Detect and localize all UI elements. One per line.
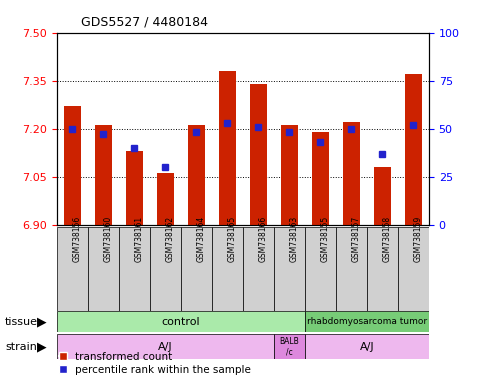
Bar xyxy=(398,227,429,311)
Bar xyxy=(243,227,274,311)
Bar xyxy=(219,71,236,225)
Bar xyxy=(367,227,398,311)
Text: GSM738163: GSM738163 xyxy=(289,216,298,262)
Bar xyxy=(119,227,150,311)
Bar xyxy=(336,227,367,311)
Bar xyxy=(305,311,429,332)
Bar xyxy=(343,122,360,225)
Bar xyxy=(212,227,243,311)
Text: A/J: A/J xyxy=(158,341,173,352)
Text: GSM738165: GSM738165 xyxy=(227,216,236,262)
Text: GSM738156: GSM738156 xyxy=(72,216,81,262)
Bar xyxy=(57,311,305,332)
Bar xyxy=(150,227,181,311)
Bar xyxy=(274,334,305,359)
Text: GSM738166: GSM738166 xyxy=(258,216,267,262)
Text: tissue: tissue xyxy=(5,316,38,327)
Bar xyxy=(157,174,174,225)
Text: BALB
/c: BALB /c xyxy=(280,337,299,356)
Bar xyxy=(64,106,81,225)
Legend: transformed count, percentile rank within the sample: transformed count, percentile rank withi… xyxy=(55,348,255,379)
Bar xyxy=(274,227,305,311)
Text: GSM738159: GSM738159 xyxy=(414,216,423,262)
Text: ▶: ▶ xyxy=(37,315,47,328)
Text: GSM738160: GSM738160 xyxy=(103,216,112,262)
Bar xyxy=(188,126,205,225)
Text: GSM738162: GSM738162 xyxy=(165,216,174,262)
Bar xyxy=(281,126,298,225)
Bar xyxy=(126,151,143,225)
Bar xyxy=(405,74,422,225)
Bar xyxy=(305,227,336,311)
Bar xyxy=(305,334,429,359)
Text: GSM738155: GSM738155 xyxy=(320,216,329,262)
Bar xyxy=(88,227,119,311)
Bar xyxy=(312,132,329,225)
Text: ▶: ▶ xyxy=(37,340,47,353)
Text: rhabdomyosarcoma tumor: rhabdomyosarcoma tumor xyxy=(307,317,427,326)
Text: GSM738164: GSM738164 xyxy=(196,216,205,262)
Bar xyxy=(374,167,391,225)
Text: control: control xyxy=(161,316,200,327)
Text: GSM738161: GSM738161 xyxy=(134,216,143,262)
Text: strain: strain xyxy=(5,341,37,352)
Bar xyxy=(250,84,267,225)
Text: GSM738158: GSM738158 xyxy=(383,216,391,262)
Text: A/J: A/J xyxy=(359,341,374,352)
Text: GSM738157: GSM738157 xyxy=(352,216,360,262)
Bar xyxy=(181,227,212,311)
Text: GDS5527 / 4480184: GDS5527 / 4480184 xyxy=(81,15,209,28)
Bar xyxy=(57,334,274,359)
Bar xyxy=(57,227,88,311)
Bar xyxy=(95,126,112,225)
